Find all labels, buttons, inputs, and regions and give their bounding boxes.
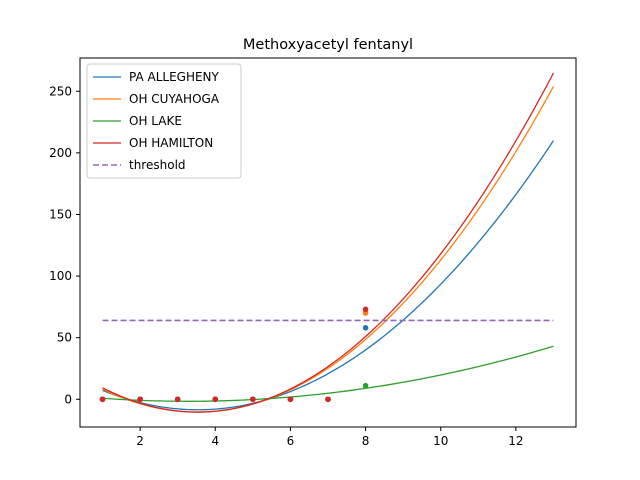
- y-tick-label-200: 200: [49, 146, 72, 160]
- data-point-s4-1: [99, 396, 106, 403]
- fit-line-4: [102, 72, 555, 413]
- x-tick-label-8: 8: [362, 434, 370, 448]
- axes: 2 4 6 8 10 12 0 50 100 150 200 250: [49, 84, 523, 448]
- data-point-s4-8: [362, 306, 369, 313]
- y-tick-label-250: 250: [49, 84, 72, 98]
- data-point-s4-6: [287, 396, 294, 403]
- data-point-s4-2: [137, 396, 143, 403]
- x-tick-label-12: 12: [508, 434, 523, 448]
- x-tick-label-2: 2: [136, 434, 144, 448]
- data-point-s1-8: [362, 325, 369, 331]
- x-tick-label-6: 6: [287, 434, 295, 448]
- y-tick-label-0: 0: [64, 392, 72, 406]
- data-point-s4-5: [250, 396, 256, 403]
- data-point-s4-4: [212, 396, 219, 403]
- plot-frame: [79, 57, 577, 428]
- chart-title: Methoxyacetyl fentanyl: [243, 37, 413, 53]
- y-tick-label-150: 150: [49, 207, 72, 221]
- legend-label-2: OH CUYAHOGA: [129, 92, 220, 106]
- data-point-s4-7: [325, 396, 331, 403]
- legend-label-5: threshold: [129, 158, 186, 172]
- legend: PA ALLEGHENY OH CUYAHOGA OH LAKE OH HAMILTO…: [86, 63, 242, 179]
- fit-line-1: [102, 140, 554, 411]
- data-point-s4-3: [174, 396, 181, 403]
- data-point-s3-8: [362, 382, 369, 389]
- legend-label-4: OH HAMILTON: [129, 136, 213, 150]
- legend-box: [86, 63, 242, 179]
- legend-label-3: OH LAKE: [129, 114, 182, 128]
- y-tick-label-50: 50: [57, 331, 72, 345]
- x-tick-label-4: 4: [211, 434, 219, 448]
- y-tick-label-100: 100: [49, 269, 72, 283]
- x-tick-label-10: 10: [433, 434, 448, 448]
- plot-area: [99, 72, 555, 413]
- legend-label-1: PA ALLEGHENY: [129, 70, 220, 84]
